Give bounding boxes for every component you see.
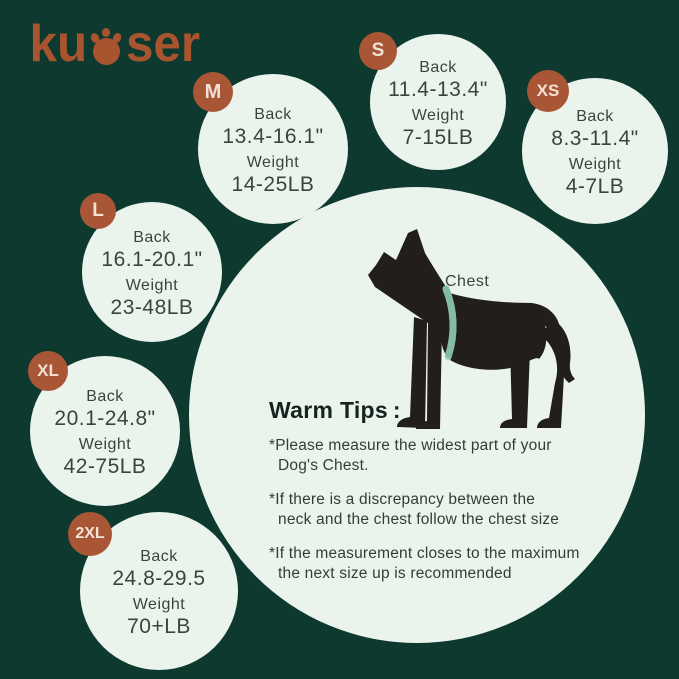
size-badge-m: M xyxy=(193,72,233,112)
paw-icon xyxy=(88,24,123,65)
size-circle-xl: XL Back 20.1-24.8" Weight 42-75LB xyxy=(28,351,180,506)
weight-value: 4-7LB xyxy=(565,175,625,198)
weight-label: Weight xyxy=(411,107,465,124)
weight-value: 42-75LB xyxy=(63,455,147,478)
weight-label: Weight xyxy=(78,436,132,453)
back-value: 11.4-13.4" xyxy=(388,78,488,101)
size-badge-2xl: 2XL xyxy=(68,512,112,556)
weight-label: Weight xyxy=(568,156,622,173)
weight-value: 7-15LB xyxy=(402,126,474,149)
warm-tip-1: *Please measure the widest part of your … xyxy=(269,437,552,475)
warm-tip-3: *If the measurement closes to the maximu… xyxy=(269,544,580,583)
back-label: Back xyxy=(140,548,178,565)
back-value: 13.4-16.1" xyxy=(222,125,324,148)
dog-silhouette xyxy=(368,229,575,429)
brand-logo: ku ser xyxy=(28,15,202,74)
size-badge-s: S xyxy=(359,32,397,70)
size-badge-l: L xyxy=(80,193,116,229)
size-circle-xs: XS Back 8.3-11.4" Weight 4-7LB xyxy=(522,70,668,224)
size-circle-2xl: 2XL Back 24.8-29.5 Weight 70+LB xyxy=(68,512,238,670)
weight-label: Weight xyxy=(246,154,300,171)
warm-tips-heading: Warm Tips : xyxy=(269,397,401,423)
back-label: Back xyxy=(254,106,292,123)
back-value: 24.8-29.5 xyxy=(112,567,206,590)
chest-label: Chest xyxy=(445,273,490,290)
size-circle-s: S Back 11.4-13.4" Weight 7-15LB xyxy=(359,32,506,170)
back-value: 20.1-24.8" xyxy=(54,407,156,430)
back-label: Back xyxy=(86,388,124,405)
weight-label: Weight xyxy=(132,596,186,613)
size-badge-xl: XL xyxy=(28,351,68,391)
warm-tips-section: Warm Tips : *Please measure the widest p… xyxy=(269,397,604,598)
weight-value: 23-48LB xyxy=(110,296,194,319)
size-circle-m: M Back 13.4-16.1" Weight 14-25LB xyxy=(193,72,348,224)
logo-text-suffix: ser xyxy=(125,15,200,74)
back-label: Back xyxy=(133,229,171,246)
warm-tip-2: *If there is a discrepancy between the n… xyxy=(269,490,560,529)
back-value: 16.1-20.1" xyxy=(101,248,203,271)
logo-text-prefix: ku xyxy=(29,15,88,74)
weight-value: 14-25LB xyxy=(231,173,315,196)
weight-value: 70+LB xyxy=(127,615,191,638)
weight-label: Weight xyxy=(125,277,179,294)
size-badge-xs: XS xyxy=(527,70,569,112)
dog-diagram-circle: Chest Warm Tips : *Please measure the wi… xyxy=(189,187,645,643)
measuring-tape xyxy=(442,285,457,361)
size-circle-l: L Back 16.1-20.1" Weight 23-48LB xyxy=(80,193,222,342)
back-label: Back xyxy=(576,108,614,125)
back-value: 8.3-11.4" xyxy=(551,127,639,150)
back-label: Back xyxy=(419,59,457,76)
